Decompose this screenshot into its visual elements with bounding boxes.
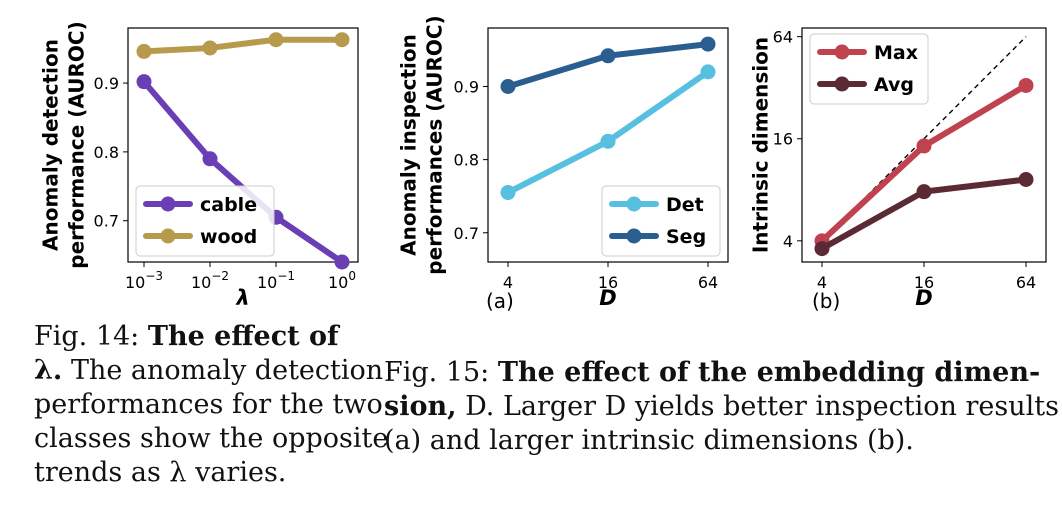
fig14-text-line1: The anomaly detection — [71, 355, 383, 386]
fig14-label: Fig. 14: — [34, 321, 139, 352]
legend-label-det: Det — [666, 194, 704, 216]
series-line-max — [822, 85, 1026, 240]
y-tick-label: 0.7 — [454, 224, 479, 243]
legend-label-avg: Avg — [874, 74, 914, 96]
fig14-bold-lambda: λ. — [34, 355, 62, 386]
legend-swatch-marker — [161, 197, 176, 212]
data-point-max — [917, 138, 932, 153]
data-point-wood — [203, 40, 218, 55]
fig15-bold-sion: sion, — [384, 391, 457, 422]
data-point-det — [701, 64, 716, 79]
legend-swatch-marker — [835, 77, 850, 92]
legend: Det Seg — [602, 186, 720, 256]
data-point-avg — [815, 241, 830, 256]
data-point-wood — [335, 32, 350, 47]
figure-14-caption: Fig. 14: The effect of λ. The anomaly de… — [34, 320, 370, 490]
data-point-avg — [1019, 172, 1034, 187]
data-point-max — [1019, 78, 1034, 93]
x-axis-label: D — [915, 286, 932, 310]
x-tick-label: 100 — [328, 269, 356, 292]
x-tick-label: 10−2 — [191, 269, 229, 292]
legend-label-wood: wood — [200, 226, 257, 248]
y-tick-label: 0.8 — [94, 143, 119, 162]
fig14-text-line4: trends as λ varies. — [34, 456, 370, 490]
legend-label-max: Max — [874, 42, 918, 64]
legend-label-seg: Seg — [666, 226, 706, 248]
data-point-wood — [269, 32, 284, 47]
x-tick-label: 10−1 — [257, 269, 295, 292]
data-point-cable — [137, 74, 152, 89]
data-point-wood — [137, 44, 152, 59]
y-tick-label: 16 — [773, 130, 793, 149]
legend-swatch-marker — [161, 229, 176, 244]
series-line-wood — [144, 40, 342, 52]
y-axis-label: Anomaly inspection — [397, 34, 421, 256]
fig15-text-line1: D. Larger D yields better inspection res… — [465, 391, 1059, 422]
fig15-label: Fig. 15: — [384, 357, 489, 388]
panel-label: (a) — [486, 289, 514, 313]
y-tick-label: 0.7 — [94, 212, 119, 231]
data-point-seg — [601, 48, 616, 63]
figure-15-caption: Fig. 15: The effect of the embedding dim… — [384, 356, 1044, 458]
fig15-text-line2: (a) and larger intrinsic dimensions (b). — [384, 424, 1044, 458]
x-axis-label: λ — [235, 286, 249, 310]
series-line-det — [508, 72, 708, 193]
x-axis-label: D — [599, 286, 616, 310]
fig14-text-line3: classes show the opposite — [34, 422, 370, 456]
data-point-seg — [501, 79, 516, 94]
x-tick-label: 64 — [698, 273, 718, 292]
legend: Max Avg — [810, 34, 928, 104]
y-tick-label: 0.8 — [454, 151, 479, 170]
legend-label-cable: cable — [200, 194, 257, 216]
data-point-det — [501, 185, 516, 200]
fig15-bold-title: The effect of the embedding dimen- — [498, 357, 1040, 388]
chart-panel-1: 10−3 10−2 10−1 100 0.7 0.8 0.9 λ Anomaly detecti… — [39, 21, 359, 310]
data-point-avg — [917, 184, 932, 199]
x-tick-label: 10−3 — [125, 269, 163, 292]
y-tick-label: 4 — [783, 232, 793, 251]
panel-label: (b) — [812, 289, 840, 313]
y-axis-label: Anomaly detection — [39, 39, 63, 251]
legend-swatch-marker — [627, 229, 642, 244]
y-axis-label: performance (AUROC) — [65, 21, 89, 268]
y-axis-label: Intrinsic dimension — [749, 37, 773, 253]
data-point-seg — [701, 37, 716, 52]
y-tick-label: 0.9 — [94, 74, 119, 93]
y-tick-label: 0.9 — [454, 78, 479, 97]
data-point-det — [601, 134, 616, 149]
legend-swatch-marker — [627, 197, 642, 212]
legend: cable wood — [136, 186, 274, 256]
legend-swatch-marker — [835, 45, 850, 60]
y-axis-label: performances (AUROC) — [423, 15, 447, 274]
data-point-cable — [203, 151, 218, 166]
x-tick-label: 64 — [1016, 273, 1036, 292]
fig14-text-line2: performances for the two — [34, 388, 370, 422]
data-point-cable — [335, 255, 350, 270]
y-tick-label: 64 — [773, 28, 793, 47]
fig14-bold-title: The effect of — [148, 321, 339, 352]
